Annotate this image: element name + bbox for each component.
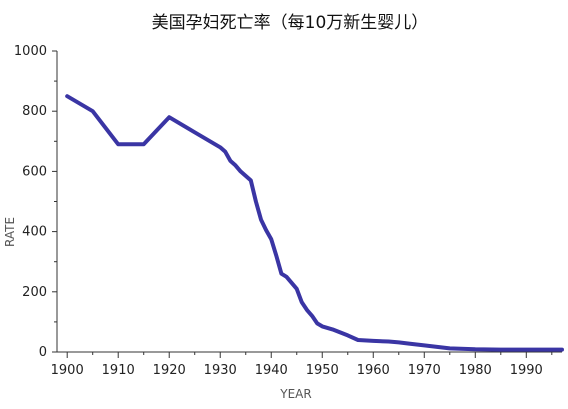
y-tick-label: 400 — [22, 225, 47, 240]
x-tick-label: 1980 — [459, 363, 492, 378]
x-tick-label: 1930 — [204, 363, 237, 378]
y-axis-ticks: 0 200 400 600 800 1000 — [14, 44, 57, 360]
chart-axes — [56, 51, 562, 353]
y-tick-label: 0 — [39, 345, 47, 360]
y-tick-label: 600 — [22, 164, 47, 179]
x-tick-label: 1970 — [408, 363, 441, 378]
y-axis-label: RATE — [3, 217, 17, 247]
x-tick-label: 1960 — [357, 363, 390, 378]
x-tick-label: 1910 — [102, 363, 135, 378]
x-axis-label: YEAR — [279, 387, 311, 401]
x-tick-label: 1990 — [510, 363, 543, 378]
x-tick-label: 1900 — [51, 363, 84, 378]
y-tick-label: 1000 — [14, 44, 47, 59]
y-tick-label: 200 — [22, 285, 47, 300]
x-tick-label: 1940 — [255, 363, 288, 378]
x-tick-label: 1950 — [306, 363, 339, 378]
series-line — [65, 94, 564, 352]
x-tick-label: 1920 — [153, 363, 186, 378]
y-tick-label: 800 — [22, 104, 47, 119]
chart-title: 美国孕妇死亡率（每10万新生婴儿） — [152, 13, 429, 33]
x-axis-ticks: 1900 1910 1920 1930 1940 1950 1960 1970 1980 1990 — [51, 352, 553, 378]
